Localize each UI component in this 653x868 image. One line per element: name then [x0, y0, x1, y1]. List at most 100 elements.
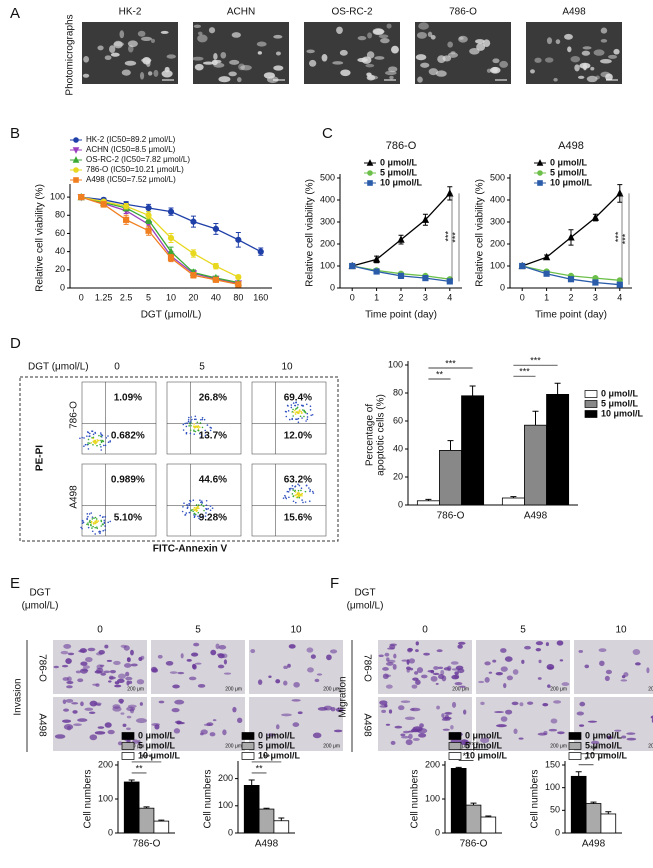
- event: [298, 492, 301, 494]
- event: [197, 504, 200, 506]
- event: [192, 510, 194, 513]
- stained-cell: [454, 673, 460, 679]
- x-tick-label: 40: [211, 292, 221, 302]
- event: [201, 515, 203, 518]
- event: [288, 487, 291, 490]
- event: [100, 449, 103, 451]
- event: [188, 502, 190, 505]
- event: [205, 512, 207, 514]
- stained-cell: [80, 661, 88, 666]
- event: [300, 404, 303, 407]
- event: [199, 432, 201, 435]
- y-tick-label: 40: [393, 443, 403, 453]
- stained-cell: [535, 647, 542, 652]
- stained-cell: [232, 706, 237, 713]
- stained-cell: [130, 663, 138, 667]
- event: [209, 429, 212, 432]
- bar: [585, 803, 602, 834]
- event: [203, 509, 205, 512]
- event: [91, 516, 94, 518]
- stained-cell: [122, 723, 127, 727]
- event: [290, 487, 292, 490]
- event: [305, 403, 308, 406]
- event: [297, 403, 299, 406]
- event: [290, 404, 293, 406]
- event: [81, 522, 84, 524]
- marker: [167, 254, 175, 262]
- event: [300, 489, 302, 492]
- cell: [534, 57, 542, 63]
- stained-cell: [527, 701, 534, 705]
- stained-cell: [54, 734, 66, 739]
- cell: [530, 69, 535, 74]
- marker: [212, 225, 219, 233]
- event: [188, 416, 190, 419]
- stained-cell: [99, 664, 105, 667]
- flow-col: 10: [281, 362, 293, 373]
- cell: [142, 56, 151, 65]
- bar: [258, 808, 275, 834]
- stained-cell: [117, 741, 123, 746]
- y-tick-label: 40: [55, 246, 65, 256]
- cell: [124, 60, 137, 66]
- event: [194, 415, 197, 418]
- stained-cell: [576, 711, 585, 716]
- event: [193, 429, 195, 432]
- event: [90, 522, 93, 524]
- stained-cell: [329, 649, 338, 654]
- stained-cell: [444, 714, 449, 719]
- event: [197, 429, 199, 432]
- cell: [367, 32, 373, 39]
- cell: [600, 39, 608, 43]
- x-tick-label: 3: [593, 292, 598, 302]
- stained-cell: [584, 664, 590, 669]
- event: [205, 499, 208, 502]
- cell: [389, 75, 394, 80]
- flow-plot: [166, 463, 242, 537]
- cell: [104, 55, 112, 61]
- stained-cell: [267, 733, 276, 737]
- stained-cell: [392, 663, 397, 670]
- cell: [600, 58, 612, 64]
- event: [285, 497, 288, 500]
- stained-cell: [191, 652, 199, 657]
- panel-label: C: [322, 125, 333, 142]
- y-tick-label: 100: [218, 800, 233, 810]
- x-tick-label: 3: [423, 292, 428, 302]
- cell: [469, 47, 480, 55]
- x-tick-label: 1.25: [95, 292, 113, 302]
- event: [291, 411, 294, 413]
- stained-cell: [556, 640, 564, 646]
- marker: [167, 208, 175, 215]
- event: [305, 420, 307, 422]
- y-tick-label: 200: [490, 238, 505, 248]
- stained-cell: [280, 713, 292, 717]
- y-axis-label: Cell numbers: [410, 770, 421, 829]
- x-axis-label: Time point (day): [365, 310, 437, 321]
- event: [94, 526, 96, 529]
- stained-cell: [135, 718, 147, 724]
- flow-xlabel: FITC-Annexin V: [153, 544, 228, 555]
- stained-cell: [172, 684, 180, 689]
- stained-cell: [386, 657, 390, 662]
- stained-cell: [441, 718, 451, 721]
- cell: [192, 56, 204, 61]
- stained-cell: [433, 666, 439, 670]
- panel-label: E: [10, 575, 20, 592]
- error-bar: [248, 779, 255, 786]
- col-label: 5: [195, 625, 201, 636]
- significance: ***: [613, 231, 623, 242]
- stained-cell: [412, 677, 419, 681]
- stained-cell: [297, 711, 303, 715]
- stained-cell: [460, 739, 469, 746]
- stained-cell: [436, 705, 440, 710]
- y-tick-label: 500: [320, 172, 335, 182]
- photo: [151, 640, 245, 694]
- y-tick-label: 200: [320, 238, 335, 248]
- event: [294, 404, 297, 407]
- event: [186, 422, 188, 424]
- stained-cell: [385, 723, 391, 726]
- stained-cell: [293, 681, 300, 688]
- event: [185, 432, 188, 435]
- significance: **: [136, 763, 144, 773]
